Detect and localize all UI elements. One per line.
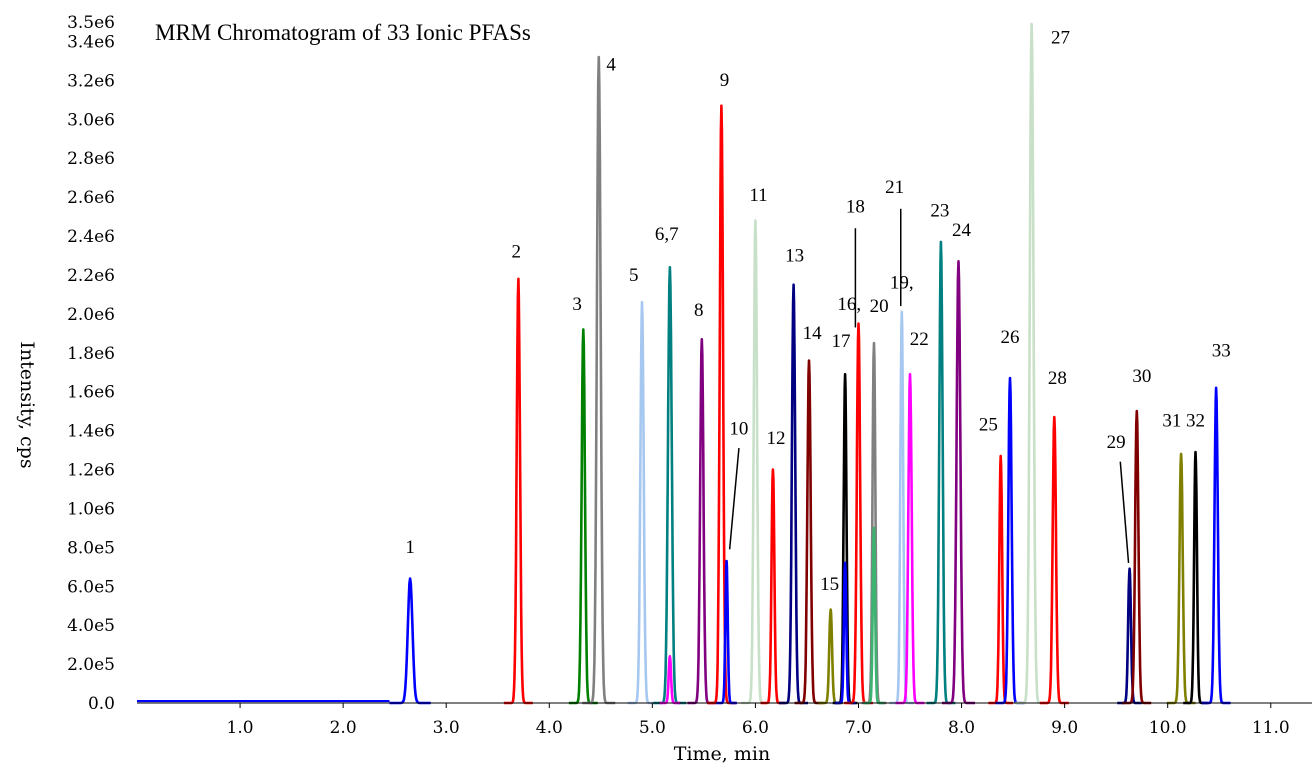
peak-trace-2 xyxy=(503,277,534,705)
peak-label-26: 27 xyxy=(1051,27,1070,48)
plot-area xyxy=(137,22,1232,705)
x-tick-label: 2.0 xyxy=(330,718,357,738)
peak-trace-33 xyxy=(1200,386,1232,705)
peak-trace-5 xyxy=(626,300,658,705)
peak-label-23: 24 xyxy=(952,220,972,241)
peak-label-1: 1 xyxy=(405,537,415,558)
peak-trace-24 xyxy=(941,259,976,705)
peak-trace-11 xyxy=(740,219,771,705)
peak-label-22: 23 xyxy=(930,201,949,222)
peak-label-14: 15 xyxy=(820,574,839,595)
peak-label-31: 32 xyxy=(1186,411,1205,432)
peak-label-12: 13 xyxy=(785,245,804,266)
y-tick-label: 1.8e6 xyxy=(67,344,115,364)
x-tick-label: 8.0 xyxy=(948,718,975,738)
y-tick-label: 3.0e6 xyxy=(67,110,115,130)
y-tick-label: 2.4e6 xyxy=(67,227,115,247)
peak-label-29: 30 xyxy=(1132,366,1151,387)
y-tick-label: 1.6e6 xyxy=(67,383,115,403)
y-tick-label: 2.8e6 xyxy=(67,149,115,169)
x-tick-label: 4.0 xyxy=(536,718,563,738)
y-tick-label: 1.2e6 xyxy=(67,461,115,481)
peak-label-5: 5 xyxy=(629,265,639,286)
peak-trace-7 xyxy=(658,654,682,705)
peak-trace-9 xyxy=(706,104,737,705)
peak-label-11: 12 xyxy=(767,428,786,449)
y-tick-label: 2.6e6 xyxy=(67,188,115,208)
peak-trace-15 xyxy=(817,608,844,705)
callout-line-4 xyxy=(1119,461,1130,563)
x-tick-label: 1.0 xyxy=(227,718,254,738)
peak-label-19: 20 xyxy=(870,296,889,317)
peak-trace-13 xyxy=(778,283,809,705)
peak-label-15: 16, xyxy=(837,294,861,315)
y-axis-title: Intensity, cps xyxy=(16,341,38,468)
peak-label-10: 11 xyxy=(749,185,767,206)
peak-trace-14 xyxy=(793,359,825,705)
y-axis-ticks: 0.0 2.0e5 4.0e5 6.0e5 8.0e5 1.0e6 1.2e6 1.4e6 1.… xyxy=(67,13,115,714)
y-tick-label: 1.4e6 xyxy=(67,422,115,442)
peak-label-8: 9 xyxy=(720,70,730,91)
y-tick-label: 1.0e6 xyxy=(67,499,115,519)
callout-lines xyxy=(728,208,1130,563)
y-tick-label: 4.0e5 xyxy=(67,616,115,636)
peak-trace-28 xyxy=(1039,415,1070,705)
peak-trace-8 xyxy=(686,337,718,705)
peak-label-6: 6,7 xyxy=(655,224,679,245)
x-axis-title: Time, min xyxy=(674,743,770,765)
peak-trace-20 xyxy=(862,526,886,705)
peak-label-28: 29 xyxy=(1107,432,1126,453)
x-tick-label: 10.0 xyxy=(1149,718,1187,738)
peak-label-21: 22 xyxy=(910,329,929,350)
y-tick-label: 0.0 xyxy=(88,694,115,714)
peak-trace-16 xyxy=(831,372,859,705)
peak-trace-27 xyxy=(1014,22,1049,705)
peak-label-25: 26 xyxy=(1001,327,1020,348)
y-tick-label: 3.2e6 xyxy=(67,71,115,91)
peak-label-32: 33 xyxy=(1212,341,1231,362)
peak-label-24: 25 xyxy=(979,415,998,436)
peak-label-2: 2 xyxy=(512,241,522,262)
x-axis-ticks: 1.0 2.0 3.0 4.0 5.0 6.0 7.0 8.0 9.0 10.0 11.0 xyxy=(227,703,1290,738)
x-tick-label: 7.0 xyxy=(845,718,872,738)
y-tick-label: 3.5e6 xyxy=(67,13,115,33)
y-tick-label: 3.4e6 xyxy=(67,32,115,52)
callout-line-3 xyxy=(728,448,740,550)
peak-label-17: 18 xyxy=(846,197,865,218)
x-tick-label: 9.0 xyxy=(1051,718,1078,738)
x-tick-label: 3.0 xyxy=(433,718,460,738)
y-tick-label: 2.0e5 xyxy=(67,655,115,675)
peak-trace-23 xyxy=(925,240,957,705)
peak-trace-31 xyxy=(1165,452,1197,705)
peak-label-9: 10 xyxy=(729,418,748,439)
y-tick-label: 8.0e5 xyxy=(67,538,115,558)
peak-label-4: 4 xyxy=(606,55,616,76)
peak-label-18: 19, xyxy=(890,273,914,294)
peak-trace-32 xyxy=(1182,450,1209,705)
peak-label-30: 31 xyxy=(1162,411,1181,432)
peak-label-27: 28 xyxy=(1048,368,1067,389)
x-tick-label: 6.0 xyxy=(742,718,769,738)
peak-label-3: 3 xyxy=(572,294,582,315)
x-tick-label: 5.0 xyxy=(639,718,666,738)
peak-label-7: 8 xyxy=(694,300,704,321)
x-tick-label: 11.0 xyxy=(1252,718,1290,738)
peak-trace-6 xyxy=(652,265,688,705)
peak-label-13: 14 xyxy=(803,323,823,344)
y-tick-label: 2.2e6 xyxy=(67,266,115,286)
peak-trace-19 xyxy=(860,341,888,705)
peak-trace-12 xyxy=(759,468,787,705)
peak-trace-1 xyxy=(388,577,432,705)
y-tick-label: 6.0e5 xyxy=(67,577,115,597)
peak-trace-21 xyxy=(888,310,916,705)
y-tick-label: 2.0e6 xyxy=(67,305,115,325)
peak-label-20: 21 xyxy=(885,177,904,198)
chart-title: MRM Chromatogram of 33 Ionic PFASs xyxy=(155,20,531,45)
peak-labels: 123456,78910111213141516,171819,20212223… xyxy=(405,27,1230,595)
peak-label-16: 17 xyxy=(831,331,850,352)
